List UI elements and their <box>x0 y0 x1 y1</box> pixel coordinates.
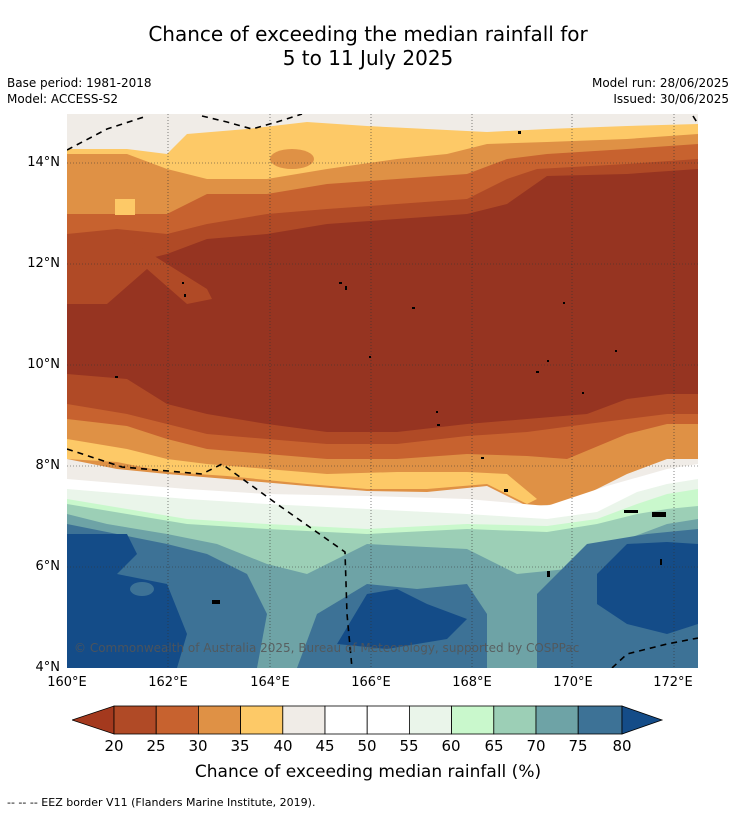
band-40-45-north <box>67 114 698 154</box>
copyright-notice: © Commonwealth of Australia 2025, Bureau… <box>74 641 580 655</box>
eez-legend: -- -- -- EEZ border V11 (Flanders Marine… <box>7 796 316 809</box>
orange-spot <box>270 149 314 169</box>
x-tick-162e: 162°E <box>148 675 188 690</box>
y-tick-10n: 10°N <box>27 357 60 372</box>
small-patch <box>130 582 154 596</box>
meta-left: Base period: 1981-2018 Model: ACCESS-S2 <box>7 75 152 107</box>
y-tick-6n: 6°N <box>35 559 61 574</box>
x-tick-164e: 164°E <box>250 675 290 690</box>
model-run: Model run: 28/06/2025 <box>591 76 729 90</box>
islands <box>115 131 666 604</box>
y-tick-4n: 4°N <box>35 660 61 675</box>
band-above-80-east <box>597 542 698 634</box>
cbar-tick-80: 80 <box>612 737 632 755</box>
cbar-75-80 <box>577 705 623 735</box>
x-tick-166e: 166°E <box>351 675 391 690</box>
x-tick-160e: 160°E <box>47 675 87 690</box>
cbar-tick-45: 45 <box>315 737 335 755</box>
map-title: Chance of exceeding the median rainfall … <box>0 22 736 70</box>
cbar-tick-30: 30 <box>188 737 208 755</box>
cbar-tick-70: 70 <box>526 737 546 755</box>
cbar-65-70 <box>493 705 537 735</box>
base-period: Base period: 1981-2018 <box>7 76 152 90</box>
cbar-tick-55: 55 <box>399 737 419 755</box>
y-tick-12n: 12°N <box>27 256 60 271</box>
model-name: Model: ACCESS-S2 <box>7 92 119 106</box>
title-line-1: Chance of exceeding the median rainfall … <box>148 22 588 46</box>
cbar-extend-high <box>621 705 664 735</box>
cbar-tick-25: 25 <box>146 737 166 755</box>
cbar-40-45 <box>282 705 326 735</box>
colorbar <box>70 704 664 736</box>
rainfall-map[interactable] <box>67 114 698 668</box>
y-tick-14n: 14°N <box>27 155 60 170</box>
cbar-30-35 <box>198 705 242 735</box>
eez-border <box>67 114 698 668</box>
cbar-tick-75: 75 <box>568 737 588 755</box>
map-canvas <box>67 114 698 668</box>
cbar-extend-low <box>70 705 115 735</box>
band-35-40-south <box>67 439 537 504</box>
cbar-70-75 <box>535 705 579 735</box>
cbar-60-65 <box>451 705 495 735</box>
x-tick-172e: 172°E <box>653 675 693 690</box>
band-above-80-west <box>67 534 187 668</box>
graticule <box>67 114 698 668</box>
cbar-35-40 <box>240 705 284 735</box>
meta-right: Model run: 28/06/2025 Issued: 30/06/2025 <box>592 75 729 107</box>
band-20-25-west <box>67 234 212 304</box>
cbar-25-30 <box>155 705 199 735</box>
band-above-80-center <box>337 589 467 649</box>
colorbar-label: Chance of exceeding median rainfall (%) <box>194 762 542 782</box>
issued-date: Issued: 30/06/2025 <box>613 92 729 106</box>
cbar-tick-50: 50 <box>357 737 377 755</box>
x-tick-170e: 170°E <box>553 675 593 690</box>
title-line-2: 5 to 11 July 2025 <box>282 46 454 70</box>
cbar-20-25 <box>113 705 157 735</box>
cbar-tick-35: 35 <box>230 737 250 755</box>
cbar-55-60 <box>408 705 452 735</box>
cbar-tick-65: 65 <box>484 737 504 755</box>
cbar-45-50 <box>324 705 368 735</box>
cbar-tick-20: 20 <box>104 737 124 755</box>
y-tick-8n: 8°N <box>35 458 61 473</box>
cbar-50-55 <box>366 705 410 735</box>
cbar-tick-60: 60 <box>441 737 461 755</box>
yellow-spot <box>115 199 135 215</box>
x-tick-168e: 168°E <box>452 675 492 690</box>
cbar-tick-40: 40 <box>273 737 293 755</box>
